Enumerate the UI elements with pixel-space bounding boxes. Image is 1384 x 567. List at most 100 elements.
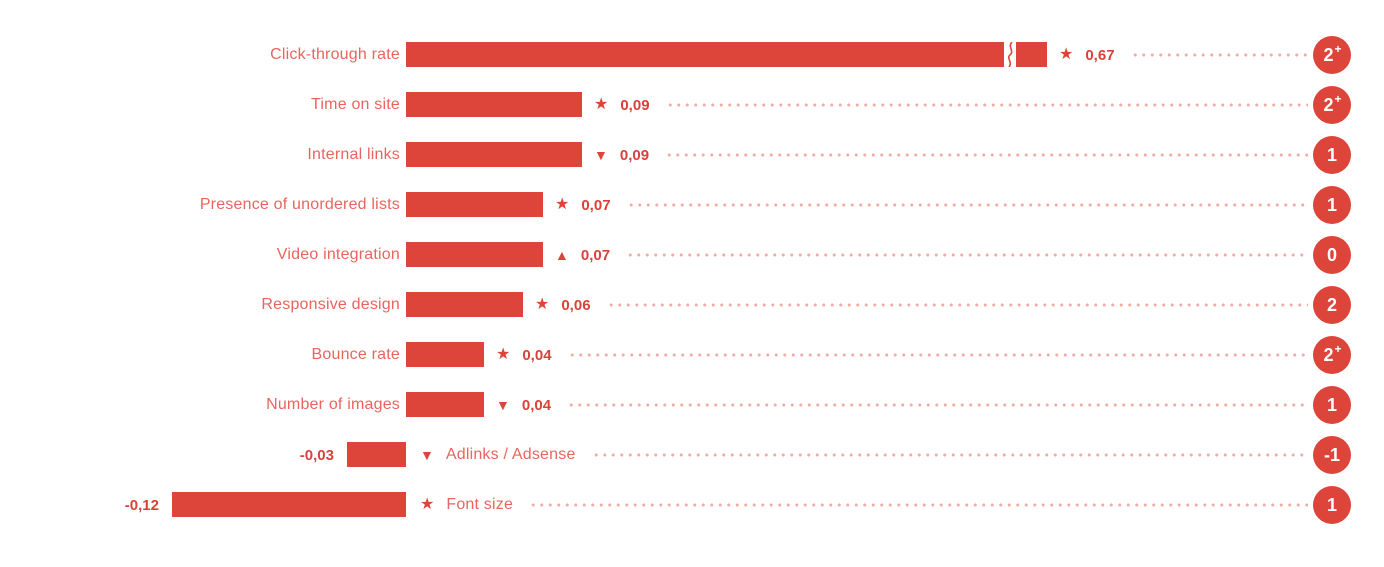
- dotted-leader-line: [606, 303, 1308, 307]
- triangle-down-icon: ▼: [420, 447, 434, 463]
- category-label: Font size: [446, 496, 514, 513]
- category-label: Time on site: [311, 96, 400, 113]
- value-label: -0,12: [124, 496, 159, 514]
- weight-badge-value: -1: [1323, 444, 1340, 465]
- weight-badge-value: 2: [1323, 94, 1334, 115]
- axis-break-icon: [1004, 42, 1016, 67]
- dotted-leader-line: [1130, 53, 1308, 57]
- chart-row: Presence of unordered lists ★ 0,07 1: [0, 180, 1384, 230]
- star-icon: ★: [535, 296, 550, 313]
- row-after-zone: ★ 0,06: [535, 280, 1308, 330]
- correlation-bar: [406, 292, 523, 317]
- star-icon: ★: [420, 496, 435, 513]
- chart-row: Video integration ▲ 0,07 0: [0, 230, 1384, 280]
- weight-badge: -1: [1313, 436, 1351, 474]
- value-label: 0,07: [581, 196, 611, 214]
- weight-badge: 0: [1313, 236, 1351, 274]
- row-after-zone: ★ 0,07: [555, 180, 1308, 230]
- weight-badge-plus: +: [1334, 342, 1342, 356]
- row-left-zone: Presence of unordered lists: [0, 180, 400, 230]
- correlation-bar: [406, 42, 1047, 67]
- row-left-zone: Click-through rate: [0, 30, 400, 80]
- triangle-down-icon: ▼: [496, 397, 510, 413]
- chart-row: Number of images ▼ 0,04 1: [0, 380, 1384, 430]
- star-icon: ★: [1059, 46, 1074, 63]
- weight-badge-plus: +: [1334, 42, 1342, 56]
- weight-badge-value: 0: [1326, 244, 1337, 265]
- correlation-bar: [406, 342, 484, 367]
- dotted-leader-line: [626, 203, 1308, 207]
- row-left-zone: -0,12: [0, 480, 159, 530]
- dotted-leader-line: [591, 453, 1308, 457]
- weight-badge-value: 2: [1323, 44, 1334, 65]
- correlation-bar: [406, 92, 582, 117]
- dotted-leader-line: [665, 103, 1308, 107]
- correlation-bar: [347, 442, 406, 467]
- triangle-down-icon: ▼: [594, 147, 608, 163]
- weight-badge: 2 +: [1313, 86, 1351, 124]
- dotted-leader-line: [567, 353, 1308, 357]
- correlation-bar: [406, 142, 582, 167]
- weight-badge: 1: [1313, 486, 1351, 524]
- dotted-leader-line: [665, 153, 1308, 157]
- weight-badge: 2 +: [1313, 36, 1351, 74]
- row-after-zone: ★ Font size: [420, 480, 1308, 530]
- row-left-zone: -0,03: [0, 430, 334, 480]
- value-label: 0,04: [522, 346, 552, 364]
- row-left-zone: Responsive design: [0, 280, 400, 330]
- value-label: 0,67: [1085, 46, 1115, 64]
- row-after-zone: ▼ 0,04: [496, 380, 1308, 430]
- weight-badge: 2 +: [1313, 336, 1351, 374]
- category-label: Number of images: [266, 396, 400, 413]
- row-after-zone: ▼ 0,09: [594, 130, 1308, 180]
- category-label: Responsive design: [261, 296, 400, 313]
- category-label: Internal links: [307, 146, 400, 163]
- row-after-zone: ▼ Adlinks / Adsense: [420, 430, 1308, 480]
- row-after-zone: ★ 0,09: [594, 80, 1308, 130]
- weight-badge: 1: [1313, 186, 1351, 224]
- dotted-leader-line: [567, 403, 1308, 407]
- row-after-zone: ▲ 0,07: [555, 230, 1308, 280]
- star-icon: ★: [555, 196, 570, 213]
- chart-row: Responsive design ★ 0,06 2: [0, 280, 1384, 330]
- weight-badge-value: 2: [1323, 344, 1334, 365]
- weight-badge-value: 1: [1326, 144, 1337, 165]
- dotted-leader-line: [626, 253, 1308, 257]
- row-after-zone: ★ 0,67: [1059, 30, 1308, 80]
- value-label: 0,06: [561, 296, 591, 314]
- weight-badge-value: 1: [1326, 194, 1337, 215]
- correlation-bar: [406, 392, 484, 417]
- chart-row: -0,12 ★ Font size 1: [0, 480, 1384, 530]
- value-label: 0,09: [620, 96, 650, 114]
- value-label: -0,03: [299, 446, 334, 464]
- row-left-zone: Video integration: [0, 230, 400, 280]
- row-left-zone: Internal links: [0, 130, 400, 180]
- category-label: Presence of unordered lists: [199, 196, 400, 213]
- weight-badge: 1: [1313, 386, 1351, 424]
- chart-row: Internal links ▼ 0,09 1: [0, 130, 1384, 180]
- row-after-zone: ★ 0,04: [496, 330, 1308, 380]
- value-label: 0,04: [521, 396, 552, 414]
- chart-row: Bounce rate ★ 0,04 2 +: [0, 330, 1384, 380]
- value-label: 0,09: [619, 146, 650, 164]
- triangle-up-icon: ▲: [555, 247, 569, 263]
- weight-badge: 1: [1313, 136, 1351, 174]
- row-left-zone: Number of images: [0, 380, 400, 430]
- value-label: 0,07: [580, 246, 611, 264]
- correlation-bar: [172, 492, 406, 517]
- dotted-leader-line: [529, 503, 1308, 507]
- star-icon: ★: [496, 346, 511, 363]
- category-label: Adlinks / Adsense: [445, 446, 576, 463]
- chart-row: Click-through rate ★ 0,67 2 +: [0, 30, 1384, 80]
- weight-badge: 2: [1313, 286, 1351, 324]
- weight-badge-value: 1: [1326, 394, 1337, 415]
- weight-badge-value: 2: [1326, 294, 1337, 315]
- row-left-zone: Time on site: [0, 80, 400, 130]
- chart-row: Time on site ★ 0,09 2 +: [0, 80, 1384, 130]
- chart-row: -0,03 ▼ Adlinks / Adsense -1: [0, 430, 1384, 480]
- correlation-bar: [406, 192, 543, 217]
- star-icon: ★: [594, 96, 609, 113]
- weight-badge-plus: +: [1334, 92, 1342, 106]
- category-label: Video integration: [276, 246, 400, 263]
